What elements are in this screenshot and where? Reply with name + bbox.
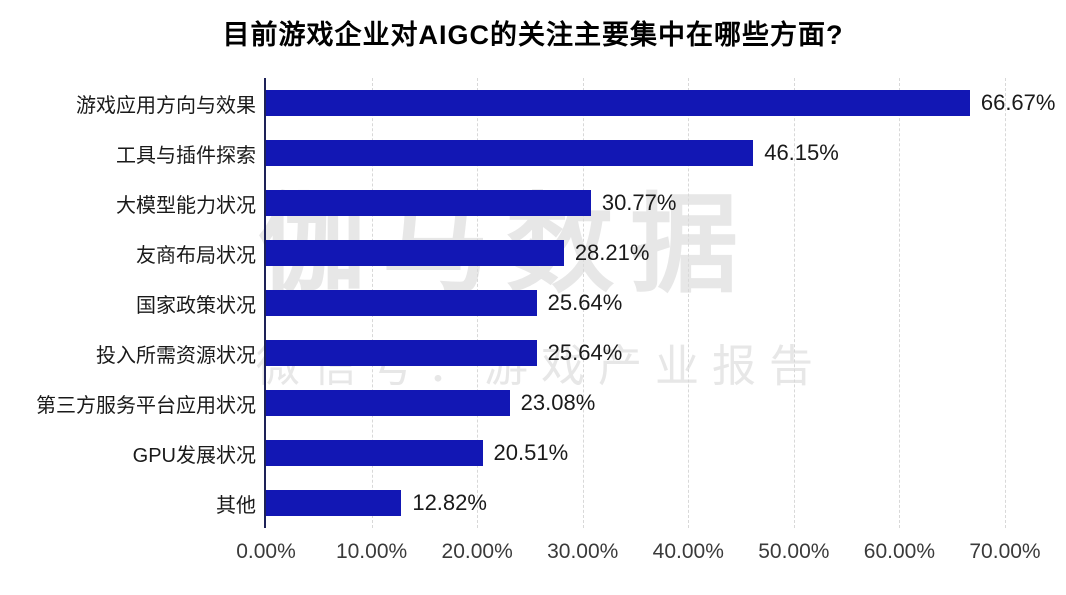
bar	[266, 290, 537, 316]
bar-track: 25.64%	[266, 290, 1005, 316]
value-label: 12.82%	[412, 490, 487, 515]
bar	[266, 490, 402, 516]
value-label: 30.77%	[601, 190, 677, 215]
category-label: 第三方服务平台应用状况	[36, 394, 256, 417]
bar-track: 30.77%	[266, 190, 1005, 216]
value-label: 25.64%	[547, 340, 623, 365]
category-label: 工具与插件探索	[116, 144, 256, 167]
gridline	[899, 78, 901, 528]
x-tick-label: 20.00%	[441, 540, 513, 563]
category-label: 游戏应用方向与效果	[76, 94, 256, 117]
category-label: 大模型能力状况	[116, 194, 256, 217]
value-label: 23.08%	[520, 390, 596, 415]
chart-title: 目前游戏企业对AIGC的关注主要集中在哪些方面?	[222, 20, 844, 50]
x-tick-label: 30.00%	[547, 540, 619, 563]
bar-track: 28.21%	[266, 240, 1005, 266]
value-label: 25.64%	[547, 290, 623, 315]
bar	[266, 90, 970, 116]
bar-track: 12.82%	[266, 490, 1005, 516]
value-label: 28.21%	[574, 240, 650, 265]
category-label: 友商布局状况	[136, 244, 256, 267]
bar-row: 游戏应用方向与效果 66.67%	[0, 78, 1066, 128]
category-label: GPU发展状况	[132, 444, 256, 467]
bar-track: 23.08%	[266, 390, 1005, 416]
gridline	[793, 78, 795, 528]
x-tick-label: 60.00%	[863, 540, 936, 563]
bar-row: GPU发展状况 20.51%	[0, 428, 1066, 478]
bar-track: 46.15%	[266, 140, 1005, 166]
bar-track: 66.67%	[266, 90, 1055, 116]
bar	[266, 140, 754, 166]
gridline	[582, 78, 584, 528]
bar-row: 投入所需资源状况 25.64%	[0, 328, 1066, 378]
value-label: 20.51%	[493, 440, 569, 465]
bar-row: 友商布局状况 28.21%	[0, 228, 1066, 278]
y-axis-line	[264, 78, 266, 528]
category-label: 其他	[216, 494, 256, 517]
category-label: 投入所需资源状况	[96, 344, 256, 367]
bar-track: 20.51%	[266, 440, 1005, 466]
bar-row: 工具与插件探索 46.15%	[0, 128, 1066, 178]
x-tick-label: 10.00%	[335, 540, 408, 563]
bar-row: 大模型能力状况 30.77%	[0, 178, 1066, 228]
gridline	[688, 78, 690, 528]
bar-row: 其他 12.82%	[0, 478, 1066, 528]
bar-row: 第三方服务平台应用状况 23.08%	[0, 378, 1066, 428]
bar	[266, 240, 564, 266]
value-label: 66.67%	[980, 90, 1056, 115]
x-tick-label: 70.00%	[969, 540, 1041, 563]
bar	[266, 340, 537, 366]
bar	[266, 390, 510, 416]
value-label: 46.15%	[764, 140, 839, 165]
x-tick-label: 0.00%	[236, 540, 296, 563]
bar-row: 国家政策状况 25.64%	[0, 278, 1066, 328]
bar	[266, 440, 483, 466]
bar-track: 25.64%	[266, 340, 1005, 366]
x-tick-label: 50.00%	[758, 540, 830, 563]
bar-rows: 游戏应用方向与效果 66.67% 工具与插件探索 46.15% 大模型能力状况 30.77…	[0, 78, 1066, 528]
x-axis: 0.00% 10.00% 20.00% 30.00% 40.00% 50.00% 60.00…	[236, 540, 1040, 570]
bar	[266, 190, 591, 216]
x-tick-label: 40.00%	[652, 540, 724, 563]
gridline	[1005, 78, 1006, 528]
category-label: 国家政策状况	[136, 294, 256, 317]
